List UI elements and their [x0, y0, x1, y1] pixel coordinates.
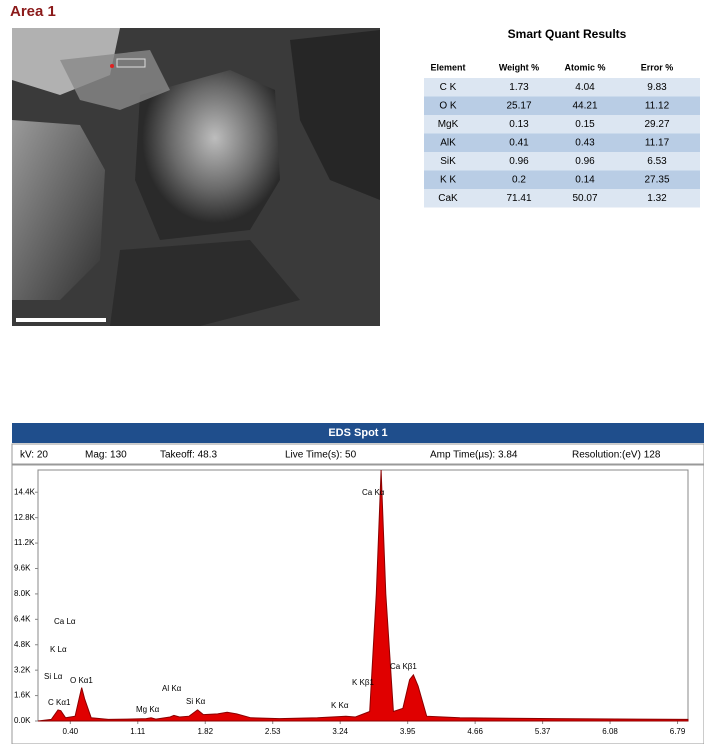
y-tick-label: 14.4K	[14, 487, 36, 496]
peak-label: Al Kα	[162, 684, 182, 693]
table-cell: 9.83	[647, 82, 667, 93]
table-cell: 0.15	[575, 119, 595, 130]
info-item: Takeoff: 48.3	[160, 450, 218, 461]
info-item: kV: 20	[20, 450, 48, 461]
table-cell: 1.32	[647, 193, 667, 204]
y-tick-label: 12.8K	[14, 513, 36, 522]
table-cell: C K	[440, 82, 457, 93]
peak-label: K Kα	[331, 701, 349, 710]
info-item: Resolution:(eV) 128	[572, 450, 661, 461]
table-cell: 0.13	[509, 119, 529, 130]
table-header-cell: Error %	[641, 62, 674, 72]
table-cell: 1.73	[509, 82, 529, 93]
x-tick-label: 3.95	[400, 727, 416, 736]
peak-label: Si Kα	[186, 697, 206, 706]
table-cell: MgK	[438, 119, 459, 130]
peak-label: K Lα	[50, 645, 67, 654]
peak-label: K Kβ1	[352, 678, 374, 687]
table-cell: 27.35	[644, 175, 669, 186]
peak-label: Mg Kα	[136, 705, 160, 714]
table-cell: 0.96	[509, 156, 529, 167]
table-cell: 11.17	[645, 138, 670, 149]
y-tick-label: 6.4K	[14, 614, 31, 623]
table-cell: 25.17	[506, 101, 531, 112]
page-title: Area 1	[10, 3, 56, 20]
table-header-cell: Weight %	[499, 62, 539, 72]
table-cell: K K	[440, 175, 456, 186]
info-item: Mag: 130	[85, 450, 127, 461]
table-header-cell: Element	[430, 62, 465, 72]
x-tick-label: 3.24	[332, 727, 348, 736]
x-tick-label: 5.37	[535, 727, 551, 736]
y-tick-label: 9.6K	[14, 564, 31, 573]
table-title: Smart Quant Results	[508, 27, 627, 41]
table-header-cell: Atomic %	[564, 62, 605, 72]
sem-image	[12, 28, 380, 326]
document: Area 1 Smart Quant Results Element Weight…	[0, 0, 704, 744]
table-cell: CaK	[438, 193, 458, 204]
table-cell: 0.96	[575, 156, 595, 167]
y-tick-label: 4.8K	[14, 640, 31, 649]
page: Area 1 Smart Quant Results Element Weight…	[0, 0, 704, 744]
table-cell: 0.43	[575, 138, 595, 149]
peak-label: C Kα1	[48, 698, 71, 707]
peak-label: O Kα1	[70, 676, 93, 685]
results-table: Smart Quant Results Element Weight % Atomi…	[424, 27, 700, 207]
x-tick-label: 0.40	[63, 727, 79, 736]
peak-label: Ca Kβ1	[390, 662, 417, 671]
table-cell: 0.41	[509, 138, 529, 149]
table-cell: 0.2	[512, 175, 526, 186]
x-tick-label: 6.79	[670, 727, 686, 736]
peak-label: Ca Lα	[54, 617, 76, 626]
table-cell: 50.07	[572, 193, 597, 204]
x-tick-label: 1.11	[130, 727, 146, 736]
spectrum-header: EDS Spot 1	[328, 427, 387, 439]
peak-label: Si Lα	[44, 672, 63, 681]
info-item: Live Time(s): 50	[285, 450, 357, 461]
x-tick-label: 4.66	[467, 727, 483, 736]
table-cell: 0.14	[575, 175, 595, 186]
table-cell: 71.41	[506, 193, 531, 204]
table-cell: 4.04	[575, 82, 595, 93]
table-cell: 6.53	[647, 156, 667, 167]
info-item: Amp Time(µs): 3.84	[430, 450, 518, 461]
peak-label: Ca Kα	[362, 488, 385, 497]
table-cell: SiK	[440, 156, 456, 167]
y-tick-label: 3.2K	[14, 665, 31, 674]
x-tick-label: 2.53	[265, 727, 281, 736]
y-tick-label: 11.2K	[14, 538, 35, 547]
x-tick-label: 6.08	[602, 727, 618, 736]
table-cell: 29.27	[644, 119, 669, 130]
x-tick-label: 1.82	[197, 727, 213, 736]
table-cell: 44.21	[572, 101, 597, 112]
table-cell: 11.12	[645, 101, 670, 112]
table-cell: O K	[439, 101, 457, 112]
y-tick-label: 1.6K	[14, 691, 31, 700]
y-tick-label: 8.0K	[14, 589, 31, 598]
y-tick-label: 0.0K	[14, 716, 31, 725]
spectrum-panel: EDS Spot 1	[12, 423, 704, 744]
table-cell: AlK	[440, 138, 456, 149]
